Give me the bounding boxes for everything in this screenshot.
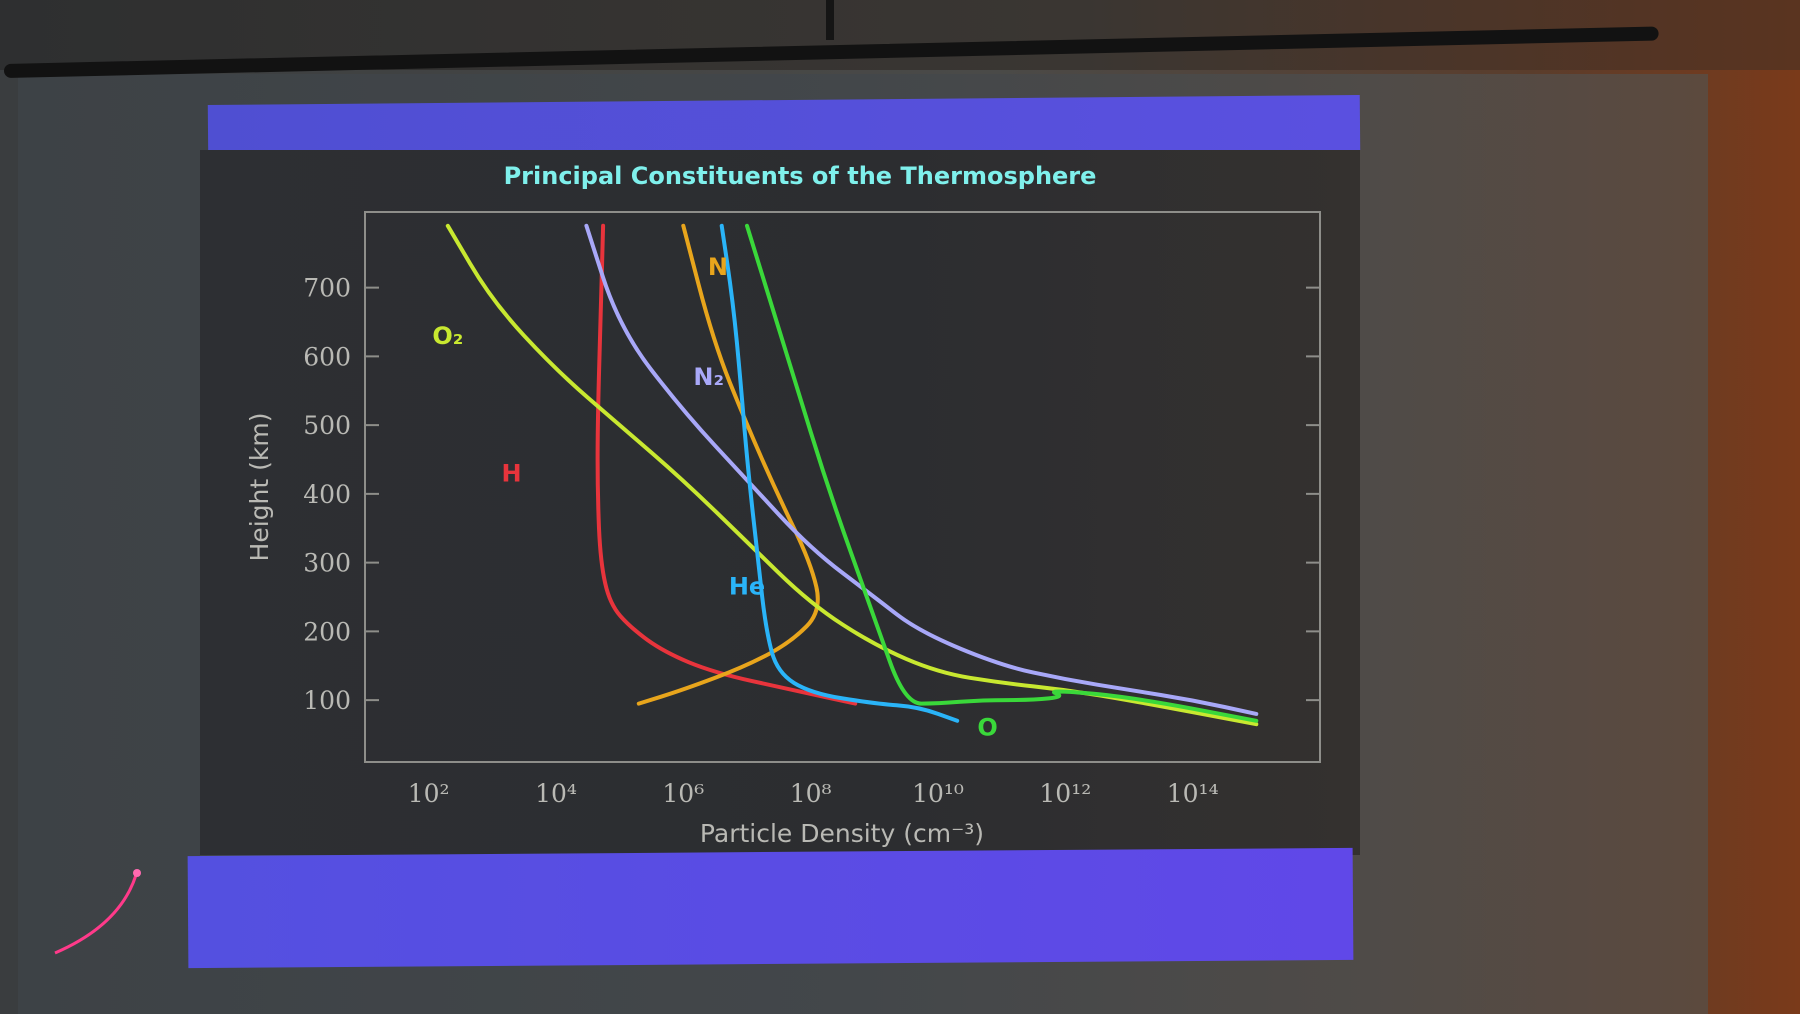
y-tick-label: 600 xyxy=(303,342,351,371)
x-tick-label: 10¹⁴ xyxy=(1167,779,1219,808)
x-axis-label: Particle Density (cm⁻³) xyxy=(700,819,984,848)
series-line-N xyxy=(636,223,820,706)
series-line-N₂ xyxy=(584,223,1259,716)
screen-hanger xyxy=(826,0,834,40)
laser-pointer-dot xyxy=(133,869,141,877)
series-label-H: H xyxy=(501,459,521,487)
series-label-N: N xyxy=(708,253,728,281)
series-label-O: O xyxy=(977,714,997,742)
x-tick-label: 10² xyxy=(408,779,450,808)
series-label-N₂: N₂ xyxy=(693,363,724,391)
x-tick-label: 10¹² xyxy=(1039,779,1091,808)
x-tick-label: 10⁴ xyxy=(535,779,577,808)
series-labels: H N N₂ O₂ He O xyxy=(432,253,997,742)
y-axis: 100 200 300 400 500 600 700 xyxy=(303,274,1320,715)
series-line-H xyxy=(595,223,858,706)
series-line-O₂ xyxy=(445,223,1259,727)
series-label-O₂: O₂ xyxy=(432,322,463,350)
y-tick-label: 200 xyxy=(303,617,351,646)
y-tick-label: 100 xyxy=(303,686,351,715)
x-tick-label: 10⁸ xyxy=(790,779,832,808)
y-tick-label: 400 xyxy=(303,480,351,509)
x-tick-label: 10⁶ xyxy=(662,779,704,808)
series-label-He: He xyxy=(729,573,765,601)
series-line-He xyxy=(719,223,960,723)
y-axis-label: Height (km) xyxy=(245,413,274,562)
series-lines xyxy=(445,223,1259,727)
chart-title: Principal Constituents of the Thermosphe… xyxy=(504,162,1097,190)
plot-frame xyxy=(364,211,1321,763)
x-tick-label: 10¹⁰ xyxy=(912,779,964,808)
laser-pointer-trail xyxy=(54,874,138,955)
y-tick-label: 300 xyxy=(303,549,351,578)
y-tick-label: 500 xyxy=(303,411,351,440)
x-axis: 10² 10⁴ 10⁶ 10⁸ 10¹⁰ 10¹² 10¹⁴ xyxy=(408,779,1219,808)
series-line-O xyxy=(745,223,1259,723)
y-tick-label: 700 xyxy=(303,274,351,303)
